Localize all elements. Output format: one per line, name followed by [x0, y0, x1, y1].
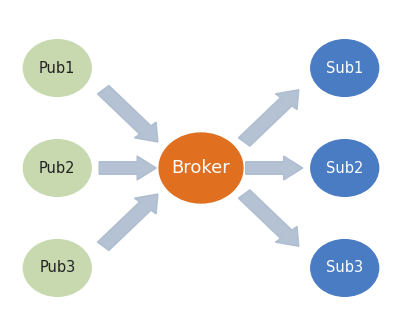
Circle shape [310, 140, 378, 196]
Circle shape [159, 133, 242, 203]
Circle shape [23, 140, 91, 196]
Text: Pub2: Pub2 [39, 161, 75, 175]
Circle shape [310, 240, 378, 296]
FancyArrow shape [238, 90, 298, 146]
Circle shape [310, 40, 378, 96]
Text: Sub3: Sub3 [325, 260, 363, 276]
FancyArrow shape [238, 190, 298, 246]
Text: Pub3: Pub3 [39, 260, 75, 276]
Circle shape [23, 240, 91, 296]
Text: Pub1: Pub1 [39, 60, 75, 76]
Text: Sub1: Sub1 [325, 60, 363, 76]
Text: Sub2: Sub2 [325, 161, 363, 175]
FancyArrow shape [245, 156, 302, 180]
FancyArrow shape [97, 194, 158, 250]
FancyArrow shape [99, 156, 156, 180]
Circle shape [23, 40, 91, 96]
Text: Broker: Broker [171, 159, 230, 177]
FancyArrow shape [97, 86, 158, 142]
